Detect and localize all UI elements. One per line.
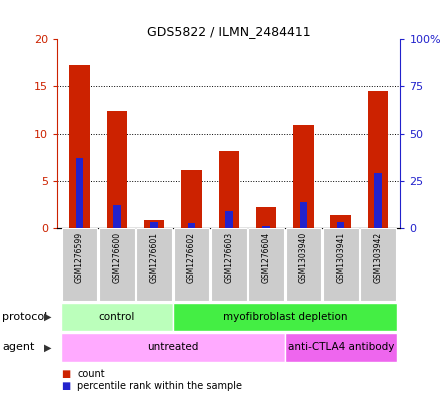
Text: GSM1276600: GSM1276600 [112,231,121,283]
Bar [219,151,239,228]
Text: ■: ■ [62,381,71,391]
Text: protocol: protocol [2,312,48,322]
Bar [262,226,270,228]
Text: GSM1276601: GSM1276601 [150,231,159,283]
Bar [61,303,173,331]
Text: agent: agent [2,342,35,353]
Bar [360,228,396,301]
Text: control: control [99,312,135,322]
Bar [300,202,307,228]
Text: GSM1276599: GSM1276599 [75,231,84,283]
Text: GSM1303941: GSM1303941 [336,231,345,283]
Bar [330,215,351,228]
Title: GDS5822 / ILMN_2484411: GDS5822 / ILMN_2484411 [147,25,311,38]
Text: ▶: ▶ [44,312,52,322]
Bar [61,333,285,362]
Bar [285,333,397,362]
Text: anti-CTLA4 antibody: anti-CTLA4 antibody [287,342,394,353]
Bar [150,222,158,228]
Bar [76,158,83,228]
Text: ■: ■ [62,369,71,379]
Text: untreated: untreated [147,342,198,353]
Bar [181,171,202,228]
Text: ▶: ▶ [44,342,52,353]
Bar [70,65,90,228]
Text: percentile rank within the sample: percentile rank within the sample [77,381,242,391]
Text: GSM1303940: GSM1303940 [299,231,308,283]
Bar [368,91,388,228]
Text: GSM1276602: GSM1276602 [187,231,196,283]
Bar [62,228,98,301]
Text: GSM1276604: GSM1276604 [262,231,271,283]
Bar [225,211,232,228]
Bar [144,220,165,228]
Bar [286,228,321,301]
Text: GSM1303942: GSM1303942 [374,231,382,283]
Bar [113,205,121,228]
Bar [99,228,135,301]
Bar [248,228,284,301]
Bar [173,303,397,331]
Bar [256,207,276,228]
Text: GSM1276603: GSM1276603 [224,231,233,283]
Bar [174,228,209,301]
Bar [188,223,195,228]
Bar [337,222,345,228]
Bar [323,228,359,301]
Text: myofibroblast depletion: myofibroblast depletion [223,312,347,322]
Bar [136,228,172,301]
Bar [106,111,127,228]
Text: count: count [77,369,105,379]
Bar [293,125,314,228]
Bar [374,173,382,228]
Bar [211,228,247,301]
